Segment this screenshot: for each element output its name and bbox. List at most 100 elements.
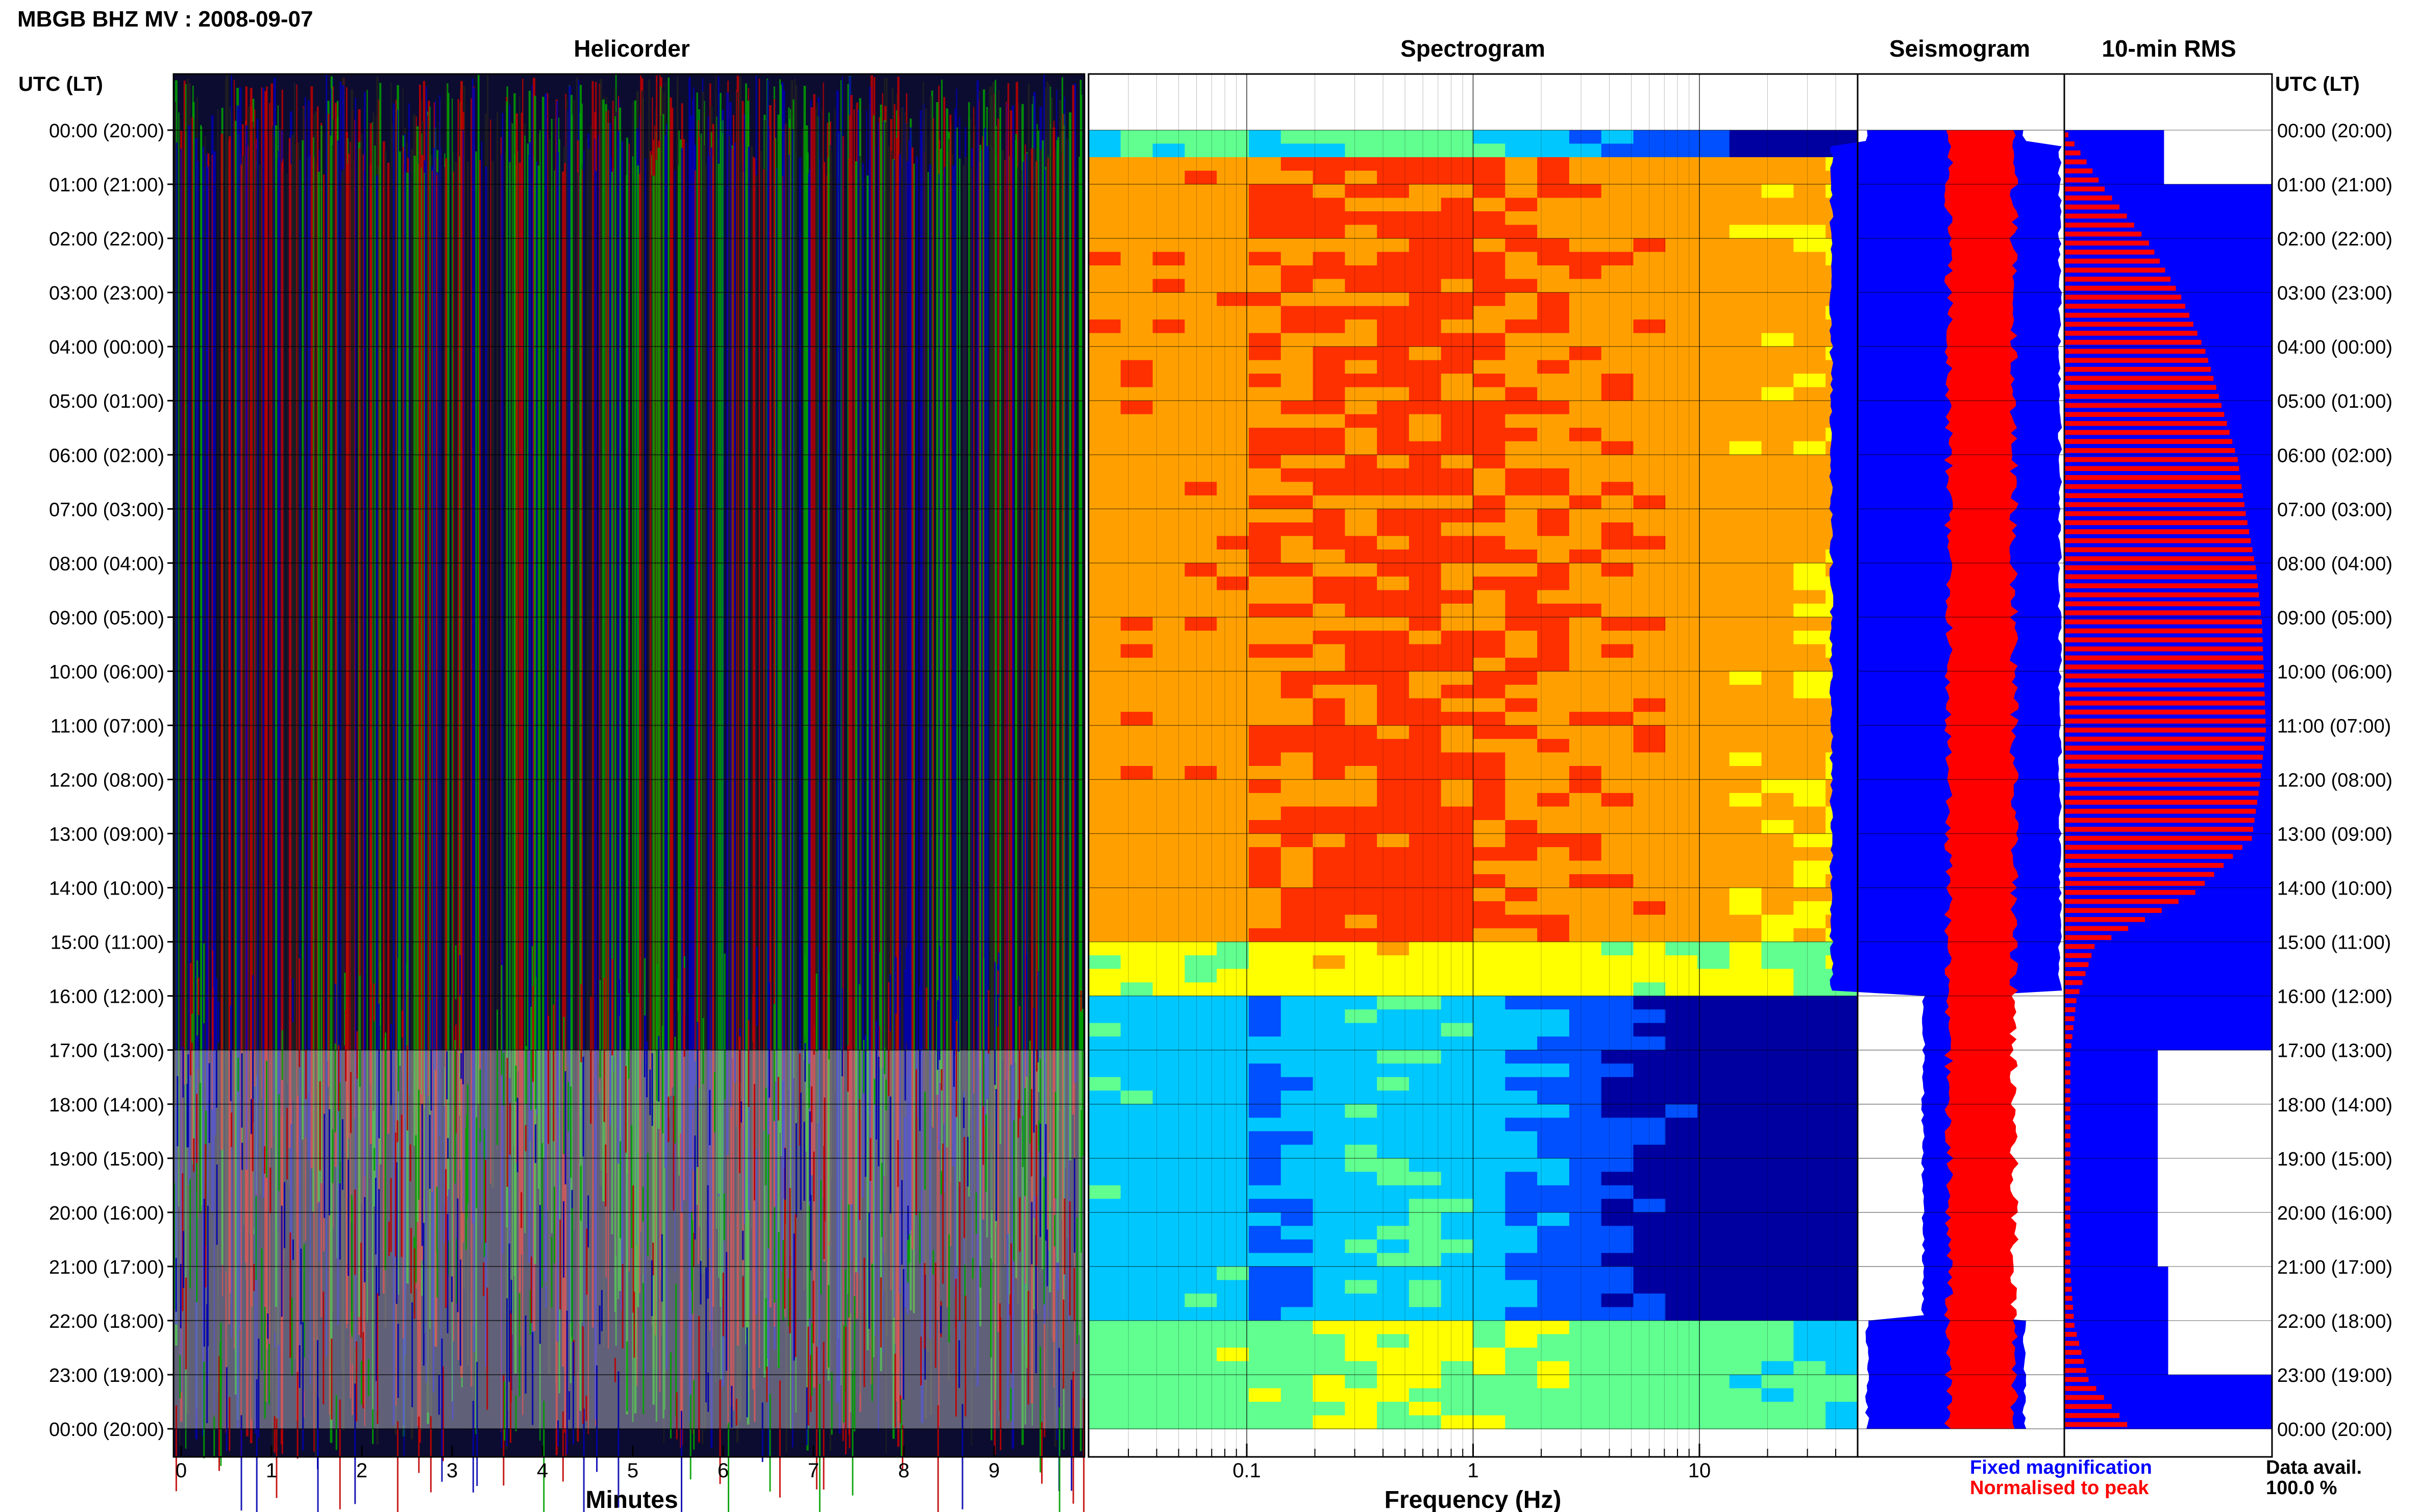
spectrogram-cell xyxy=(1217,793,1249,807)
spectrogram-cell xyxy=(1409,779,1442,794)
spectrogram-cell xyxy=(1473,549,1506,564)
spectrogram-cell xyxy=(1280,833,1314,848)
spectrogram-cell xyxy=(1249,1253,1281,1267)
spectrogram-cell xyxy=(1729,1293,1762,1308)
spectrogram-cell xyxy=(1505,1172,1538,1186)
spectrogram-cell xyxy=(1569,996,1602,1010)
spectrogram-cell xyxy=(1249,265,1281,280)
spectrogram-cell xyxy=(1793,901,1826,915)
spectrogram-cell xyxy=(1249,1158,1281,1173)
spectrogram-cell xyxy=(1665,1131,1698,1146)
spectrogram-cell xyxy=(1377,143,1410,158)
spectrogram-cell xyxy=(1377,1334,1410,1348)
spectrogram-cell xyxy=(1729,955,1762,970)
spectrogram-cell xyxy=(1729,428,1762,442)
spectrogram-cell xyxy=(1377,238,1410,253)
spectrogram-cell xyxy=(1120,1118,1153,1132)
spectrogram-cell xyxy=(1441,1347,1474,1362)
spectrogram-cell xyxy=(1089,739,1121,753)
spectrogram-cell xyxy=(1825,1280,1858,1294)
spectrogram-cell xyxy=(1793,860,1826,875)
spectrogram-cell xyxy=(1665,752,1698,766)
spectrogram-cell xyxy=(1505,1158,1538,1173)
spectrogram-cell xyxy=(1633,1375,1666,1389)
spectrogram-cell xyxy=(1569,820,1602,834)
spectrogram-cell xyxy=(1569,468,1602,483)
spectrogram-cell xyxy=(1537,725,1570,739)
spectrogram-cell xyxy=(1120,1347,1153,1362)
spectrogram-cell xyxy=(1697,1023,1730,1037)
spectrogram-cell xyxy=(1761,279,1794,293)
rms-normalised-bar xyxy=(2064,628,2262,634)
spectrogram-cell xyxy=(1601,130,1634,144)
spectrogram-cell xyxy=(1409,603,1442,618)
spectrogram-cell xyxy=(1473,901,1506,915)
spectrogram-cell xyxy=(1633,752,1666,766)
time-tick-label-right: 13:00 (09:00) xyxy=(2277,824,2392,846)
spectrogram-cell xyxy=(1633,170,1666,185)
spectrogram-cell xyxy=(1249,1023,1281,1037)
spectrogram-cell xyxy=(1665,901,1698,915)
spectrogram-cell xyxy=(1505,1131,1538,1146)
spectrogram-cell xyxy=(1249,1009,1281,1024)
spectrogram-cell xyxy=(1761,1104,1794,1119)
spectrogram-cell xyxy=(1313,333,1346,347)
left-time-ticks: 00:00 (20:00)01:00 (21:00)02:00 (22:00)0… xyxy=(49,120,174,1441)
spectrogram-cell xyxy=(1409,1199,1442,1213)
spectrogram-cell xyxy=(1345,1415,1377,1429)
spectrogram-cell xyxy=(1249,847,1281,861)
spectrogram-cell xyxy=(1633,603,1666,618)
spectrogram-cell xyxy=(1665,319,1698,334)
spectrogram-cell xyxy=(1601,1415,1634,1429)
spectrogram-cell xyxy=(1569,969,1602,983)
spectrogram-cell xyxy=(1120,197,1153,212)
spectrogram-cell xyxy=(1184,1253,1217,1267)
spectrogram-cell xyxy=(1633,522,1666,537)
spectrogram-cell xyxy=(1473,1361,1506,1375)
spectrogram-cell xyxy=(1377,860,1410,875)
spectrogram-cell xyxy=(1473,319,1506,334)
spectrogram-cell xyxy=(1089,374,1121,388)
spectrogram-cell xyxy=(1793,495,1826,510)
spectrogram-cell xyxy=(1217,657,1249,672)
spectrogram-cell xyxy=(1569,360,1602,374)
spectrogram-cell xyxy=(1249,495,1281,510)
spectrogram-cell xyxy=(1152,1077,1186,1091)
spectrogram-cell xyxy=(1217,1293,1249,1308)
spectrogram-cell xyxy=(1441,671,1474,685)
spectrogram-cell xyxy=(1761,1402,1794,1416)
spectrogram-cell xyxy=(1729,698,1762,712)
spectrogram-cell xyxy=(1152,1104,1186,1119)
spectrogram-cell xyxy=(1761,414,1794,428)
spectrogram-cell xyxy=(1473,1388,1506,1402)
spectrogram-cell xyxy=(1505,684,1538,699)
spectrogram-cell xyxy=(1793,874,1826,888)
spectrogram-cell xyxy=(1665,1212,1698,1227)
spectrogram-cell xyxy=(1697,833,1730,848)
rms-normalised-bar xyxy=(2064,132,2068,138)
spectrogram-cell xyxy=(1441,1375,1474,1389)
spectrogram-cell xyxy=(1601,1280,1634,1294)
spectrogram-cell xyxy=(1184,1415,1217,1429)
spectrogram-cell xyxy=(1377,996,1410,1010)
spectrogram-cell xyxy=(1120,590,1153,604)
spectrogram-cell xyxy=(1249,752,1281,766)
spectrogram-cell xyxy=(1729,346,1762,361)
spectrogram-cell xyxy=(1569,806,1602,821)
rms-fixed-bar xyxy=(2064,1320,2168,1330)
spectrogram-cell xyxy=(1377,766,1410,780)
spectrogram-cell xyxy=(1377,725,1410,739)
spectrogram-cell xyxy=(1761,1280,1794,1294)
spectrogram-cell xyxy=(1601,1266,1634,1281)
spectrogram-cell xyxy=(1409,1239,1442,1254)
spectrogram-cell xyxy=(1280,969,1314,983)
spectrogram-cell xyxy=(1601,468,1634,483)
rms-normalised-bar xyxy=(2064,258,2160,264)
spectrogram-cell xyxy=(1217,1158,1249,1173)
spectrogram-cell xyxy=(1505,563,1538,577)
spectrogram-cell xyxy=(1441,170,1474,185)
rms-fixed-bar xyxy=(2064,1059,2158,1069)
spectrogram-cell xyxy=(1280,143,1314,158)
spectrogram-cell xyxy=(1120,671,1153,685)
rms-normalised-bar xyxy=(2064,222,2134,228)
